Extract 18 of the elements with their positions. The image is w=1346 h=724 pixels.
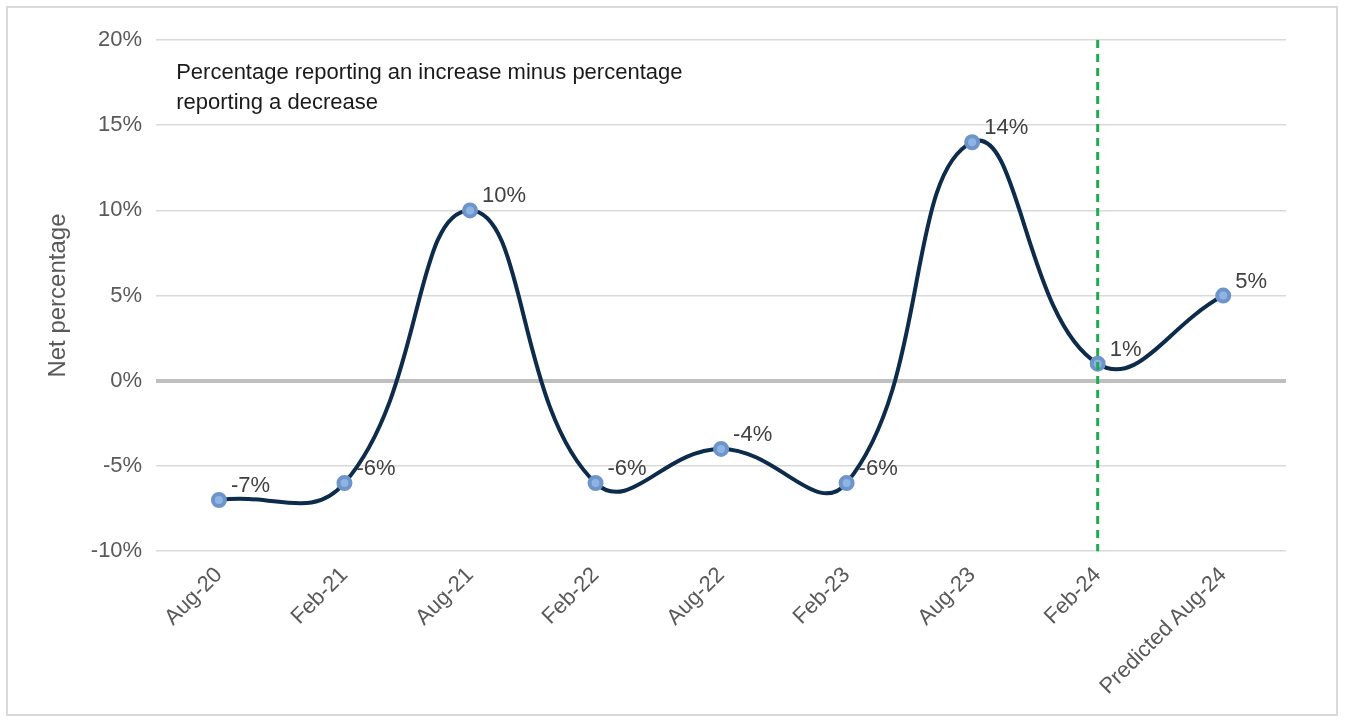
annotation: Percentage reporting an increase minus percentage reporting a decrease — [176, 59, 683, 115]
data-label: 10% — [482, 182, 527, 208]
data-label: -4% — [733, 420, 773, 446]
y-tick-label: 5% — [110, 281, 143, 307]
data-label: -7% — [230, 472, 271, 498]
y-tick-label: 0% — [110, 366, 143, 392]
data-label: 5% — [1235, 267, 1268, 293]
y-tick-label: 15% — [98, 111, 143, 137]
data-label: 1% — [1109, 335, 1142, 361]
data-label: -6% — [356, 455, 396, 481]
data-label: -6% — [607, 455, 647, 481]
y-tick-label: 20% — [98, 26, 143, 52]
data-label: -6% — [858, 455, 898, 481]
y-tick-label: -10% — [90, 537, 143, 563]
y-tick-label: -5% — [103, 452, 143, 477]
data-label: 14% — [984, 114, 1029, 140]
y-axis-title: Net percentage — [43, 213, 71, 378]
y-tick-label: 10% — [98, 196, 143, 222]
